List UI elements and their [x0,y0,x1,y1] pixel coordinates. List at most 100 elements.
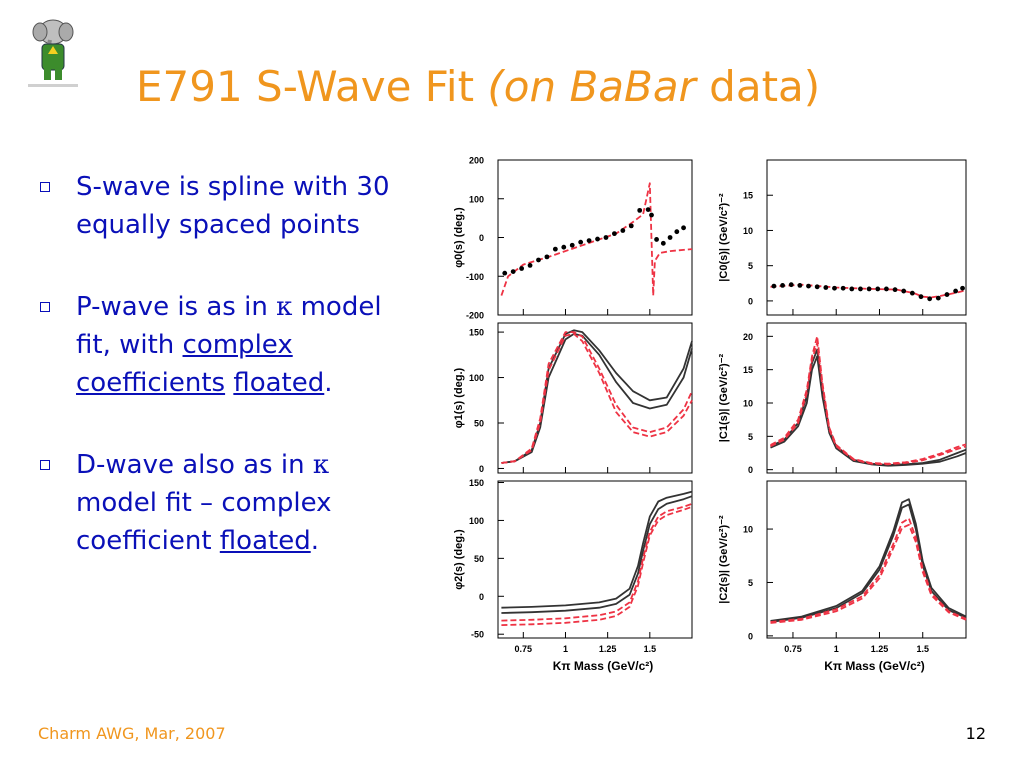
x-tick-label: 1.25 [871,644,889,654]
fit-curve-red [770,342,967,466]
y-tick-label: -100 [466,272,484,282]
x-tick-label: 1.25 [599,644,617,654]
fit-curve-dark [770,498,967,622]
data-point [595,236,600,242]
fit-figure: -200 -100 0 100 200 φ0(s) (deg.) 0 5 10 15 |C0(s)|… [453,156,967,673]
data-point [849,286,855,292]
fit-curve-red [501,333,693,464]
bullet-square-icon [40,182,50,192]
floated-link-dwave[interactable]: floated [219,526,311,556]
data-point [586,238,592,243]
data-point [603,235,609,240]
data-point [654,237,659,242]
y-axis-label: φ0(s) (deg.) [453,207,465,268]
data-point [823,285,829,290]
x-tick-label: 0.75 [784,644,802,654]
data-point [832,285,837,291]
data-point [645,207,651,212]
data-point [637,207,643,213]
data-point [901,288,907,294]
y-tick-label: 150 [469,328,484,338]
y-tick-label: -50 [471,630,484,640]
y-tick-label: -200 [466,311,484,321]
data-point [510,269,516,274]
fit-curve-red [770,523,967,624]
data-point [858,286,863,292]
x-axis-label: Kπ Mass (GeV/c²) [824,659,925,673]
y-tick-label: 100 [469,194,484,204]
y-tick-label: 0 [748,465,753,475]
data-point [875,286,881,292]
babar-elephant-icon [28,19,78,87]
data-point [953,288,959,294]
x-axis-label: Kπ Mass (GeV/c²) [553,659,654,673]
y-tick-label: 15 [743,191,753,201]
y-tick-label: 10 [743,525,753,535]
panel-3: 0 50 100 150 φ1(s) (deg.) [453,322,693,474]
y-tick-label: 5 [748,578,753,588]
x-tick-label: 1.5 [916,644,929,654]
y-tick-label: 100 [469,516,484,526]
complex-coefficients-link[interactable]: complex coefficients [76,330,293,398]
data-point [569,242,575,248]
slide-title: E791 S-Wave Fit (on BaBar data) [136,62,821,111]
y-tick-label: 150 [469,478,484,488]
x-tick-label: 1.5 [644,644,657,654]
bullet-square-icon [40,302,50,312]
data-point [578,239,584,245]
y-tick-label: 0 [748,631,753,641]
footer-text: Charm AWG, Mar, 2007 [38,724,226,743]
y-tick-label: 100 [469,373,484,383]
data-point [797,283,803,288]
data-point [780,283,785,288]
data-point [866,286,872,292]
data-point [628,223,634,229]
data-point [527,263,533,268]
data-point [944,292,950,297]
x-tick-label: 0.75 [515,644,533,654]
x-tick-label: 1 [834,644,839,654]
y-tick-label: 50 [474,554,484,564]
data-point [502,270,508,276]
y-axis-label: |C1(s)| (GeV/c²)⁻² [718,353,730,442]
bullet-item-pwave: P-wave is as in κ model fit, with comple… [38,288,408,402]
fit-curve-red [500,182,693,297]
fit-curve-red [501,502,693,622]
data-point [561,244,567,250]
bullet-item-dwave: D-wave also as in κ model fit – complex … [38,446,408,560]
bullet-item-swave: S-wave is spline with 30 equally spaced … [38,168,408,244]
fit-curve-red [770,335,967,465]
panel-frame [497,480,693,639]
y-tick-label: 50 [474,419,484,429]
x-tick-label: 1 [563,644,568,654]
data-point [840,285,846,291]
y-tick-label: 15 [743,365,753,375]
y-tick-label: 20 [743,332,753,342]
fit-curve-dark [770,355,967,467]
data-point [960,285,965,291]
panel-1: -200 -100 0 100 200 φ0(s) (deg.) [453,156,693,321]
data-point [788,282,794,288]
y-tick-label: 10 [743,226,753,236]
panel-4: 0 5 10 15 20 |C1(s)| (GeV/c²)⁻² [718,322,967,475]
data-point [681,225,686,231]
data-point [674,229,680,235]
data-point [814,284,820,290]
data-point [552,246,558,252]
y-axis-label: |C0(s)| (GeV/c²)⁻² [718,193,730,282]
panel-5: -50 0 50 100 150 0.75 1 1.25 1.5 φ2(s) (deg.) Kπ M… [453,478,693,673]
fit-curve-dark [501,495,693,614]
data-point [909,290,915,296]
data-point [927,296,933,302]
data-point [519,266,525,271]
bullet-list: S-wave is spline with 30 equally spaced … [38,168,408,604]
y-tick-label: 200 [469,156,484,166]
data-point [649,212,654,218]
data-point [884,286,889,292]
bullet-square-icon [40,460,50,470]
floated-link-pwave[interactable]: floated [233,368,325,398]
y-axis-label: |C2(s)| (GeV/c²)⁻² [718,515,730,604]
y-axis-label: φ2(s) (deg.) [453,529,465,590]
data-point [806,283,811,289]
panel-2: 0 5 10 15 |C0(s)| (GeV/c²)⁻² [718,159,967,316]
